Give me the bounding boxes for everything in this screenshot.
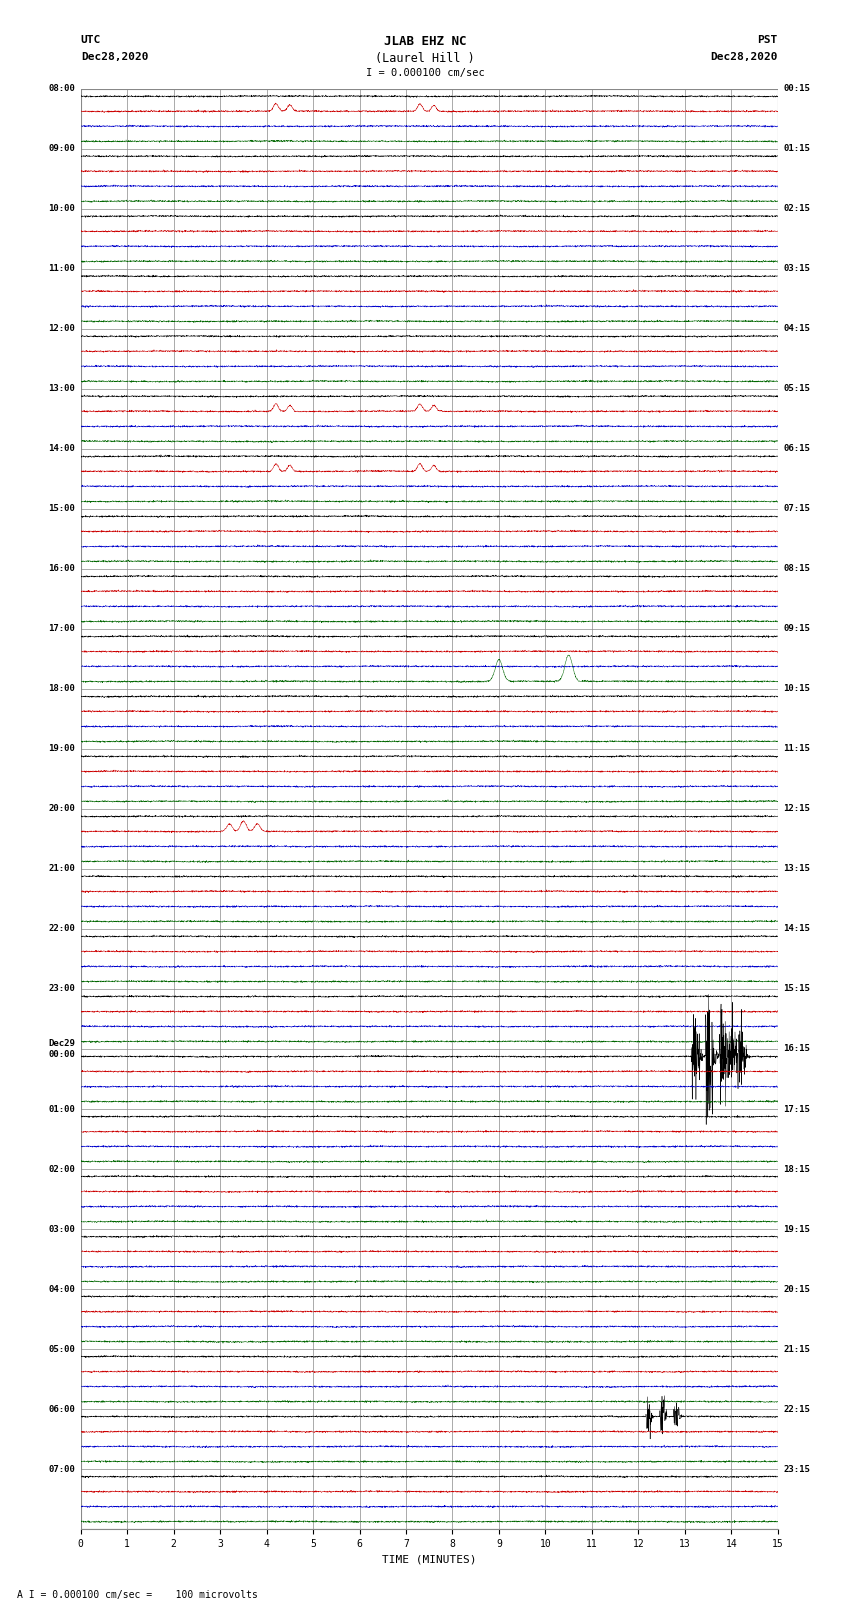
Text: 01:15: 01:15 — [784, 144, 810, 153]
Text: 21:00: 21:00 — [48, 865, 75, 873]
Text: 02:00: 02:00 — [48, 1165, 75, 1174]
Text: 01:00: 01:00 — [48, 1105, 75, 1113]
Text: 11:00: 11:00 — [48, 265, 75, 273]
Text: Dec29
00:00: Dec29 00:00 — [48, 1039, 75, 1058]
Text: 10:15: 10:15 — [784, 684, 810, 694]
Text: 20:15: 20:15 — [784, 1284, 810, 1294]
Text: 16:00: 16:00 — [48, 565, 75, 573]
Text: 12:15: 12:15 — [784, 805, 810, 813]
Text: JLAB EHZ NC: JLAB EHZ NC — [383, 35, 467, 48]
Text: 19:00: 19:00 — [48, 745, 75, 753]
Text: 20:00: 20:00 — [48, 805, 75, 813]
Text: (Laurel Hill ): (Laurel Hill ) — [375, 52, 475, 65]
Text: 06:00: 06:00 — [48, 1405, 75, 1413]
Text: 09:15: 09:15 — [784, 624, 810, 634]
Text: 18:00: 18:00 — [48, 684, 75, 694]
Text: 09:00: 09:00 — [48, 144, 75, 153]
Text: 19:15: 19:15 — [784, 1224, 810, 1234]
Text: 23:00: 23:00 — [48, 984, 75, 994]
Text: 21:15: 21:15 — [784, 1345, 810, 1353]
Text: 10:00: 10:00 — [48, 205, 75, 213]
Text: UTC: UTC — [81, 35, 101, 45]
Text: 18:15: 18:15 — [784, 1165, 810, 1174]
Text: 08:15: 08:15 — [784, 565, 810, 573]
Text: 05:00: 05:00 — [48, 1345, 75, 1353]
Text: 07:00: 07:00 — [48, 1465, 75, 1474]
Text: 14:15: 14:15 — [784, 924, 810, 934]
Text: 12:00: 12:00 — [48, 324, 75, 334]
Text: 04:15: 04:15 — [784, 324, 810, 334]
Text: 15:15: 15:15 — [784, 984, 810, 994]
Text: 02:15: 02:15 — [784, 205, 810, 213]
Text: 03:15: 03:15 — [784, 265, 810, 273]
X-axis label: TIME (MINUTES): TIME (MINUTES) — [382, 1555, 477, 1565]
Text: 13:15: 13:15 — [784, 865, 810, 873]
Text: 08:00: 08:00 — [48, 84, 75, 94]
Text: 00:15: 00:15 — [784, 84, 810, 94]
Text: A I = 0.000100 cm/sec =    100 microvolts: A I = 0.000100 cm/sec = 100 microvolts — [17, 1590, 258, 1600]
Text: 11:15: 11:15 — [784, 745, 810, 753]
Text: 17:00: 17:00 — [48, 624, 75, 634]
Text: 15:00: 15:00 — [48, 505, 75, 513]
Text: I = 0.000100 cm/sec: I = 0.000100 cm/sec — [366, 68, 484, 77]
Text: Dec28,2020: Dec28,2020 — [711, 52, 778, 61]
Text: 14:00: 14:00 — [48, 444, 75, 453]
Text: 13:00: 13:00 — [48, 384, 75, 394]
Text: 22:00: 22:00 — [48, 924, 75, 934]
Text: 07:15: 07:15 — [784, 505, 810, 513]
Text: 16:15: 16:15 — [784, 1045, 810, 1053]
Text: 05:15: 05:15 — [784, 384, 810, 394]
Text: 22:15: 22:15 — [784, 1405, 810, 1413]
Text: 06:15: 06:15 — [784, 444, 810, 453]
Text: Dec28,2020: Dec28,2020 — [81, 52, 148, 61]
Text: 03:00: 03:00 — [48, 1224, 75, 1234]
Text: 23:15: 23:15 — [784, 1465, 810, 1474]
Text: PST: PST — [757, 35, 778, 45]
Text: 17:15: 17:15 — [784, 1105, 810, 1113]
Text: 04:00: 04:00 — [48, 1284, 75, 1294]
